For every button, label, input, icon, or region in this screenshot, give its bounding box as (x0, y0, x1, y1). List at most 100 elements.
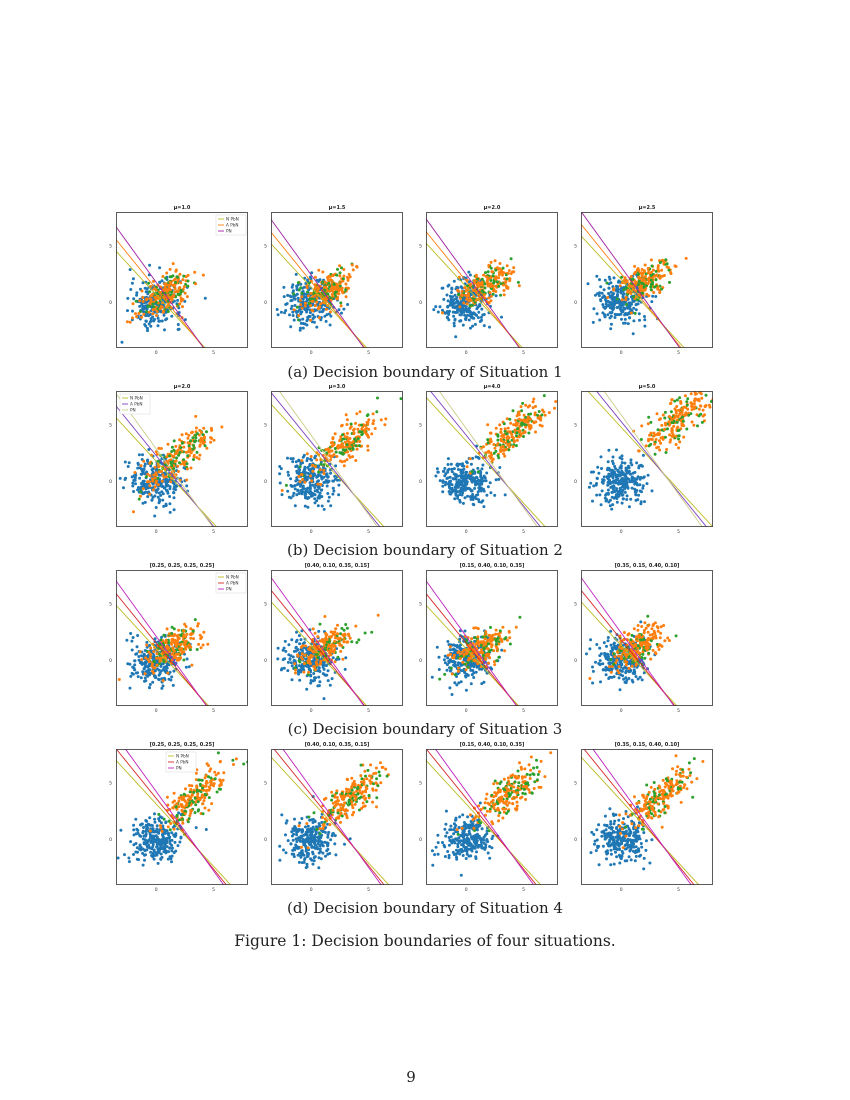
positive-point (141, 487, 145, 491)
negative-point (278, 465, 282, 468)
x-tick-label: 5 (522, 350, 525, 356)
negative-point (466, 475, 470, 479)
negative-point (458, 498, 462, 502)
positive-point (618, 284, 622, 288)
negative-point (295, 638, 299, 642)
positive-point (686, 397, 690, 401)
positive-point (664, 423, 668, 427)
negative-point (460, 474, 464, 478)
negative-point (287, 643, 291, 647)
positive-point (141, 300, 145, 303)
positive-point (692, 423, 696, 427)
positive-point (189, 466, 193, 470)
positive-point (467, 299, 471, 303)
positive-point (342, 464, 346, 468)
positive-point (540, 413, 544, 417)
negative-point (634, 490, 638, 494)
positive-point (152, 488, 155, 492)
positive-point (372, 419, 376, 423)
positive-point (486, 441, 490, 445)
positive-point (310, 479, 314, 483)
negative-point (609, 327, 613, 331)
plot-area (581, 212, 688, 348)
positive-point (165, 627, 169, 631)
positive-point (640, 268, 644, 271)
positive-point (157, 446, 161, 450)
positive-point (157, 459, 160, 463)
negative-point (309, 679, 313, 682)
negative-point (150, 498, 154, 502)
positive-point (333, 644, 337, 648)
positive-point (181, 441, 184, 445)
negative-point (620, 501, 624, 505)
negative-point (280, 667, 284, 671)
positive-point (665, 262, 669, 266)
negative-point (460, 472, 464, 476)
positive-point (341, 291, 345, 295)
positive-point (519, 405, 523, 409)
negative-point (625, 498, 629, 501)
positive-point (198, 633, 202, 637)
positive-point (169, 460, 173, 464)
negative-point (626, 485, 630, 489)
positive-point (496, 266, 499, 270)
negative-point (607, 468, 611, 471)
x-tick-label: 5 (677, 529, 680, 535)
positive-point (505, 432, 509, 436)
positive-point (313, 643, 316, 647)
negative-point (467, 318, 471, 322)
positive-point (145, 310, 148, 314)
positive-point (486, 270, 490, 274)
negative-point (317, 473, 321, 477)
negative-point (147, 448, 151, 451)
negative-point (140, 654, 143, 658)
positive-point (182, 445, 186, 449)
positive-point (300, 652, 304, 656)
positive-point (501, 266, 505, 270)
positive-point (490, 270, 494, 274)
positive-point (670, 398, 674, 401)
positive-point (317, 306, 321, 310)
positive-point (344, 282, 348, 286)
negative-point (459, 486, 463, 490)
positive-point (484, 271, 487, 275)
positive-point (502, 289, 506, 292)
positive-point (151, 669, 154, 673)
positive-point (675, 398, 679, 402)
positive-point (676, 429, 680, 433)
positive-point (149, 653, 153, 657)
scatter-panel-r3-c2: 0 505[0.40, 0.10, 0.35, 0.15] (264, 563, 403, 714)
negative-point (454, 297, 458, 301)
decision-boundary-line (426, 242, 524, 348)
negative-point (456, 496, 460, 500)
negative-point (631, 300, 635, 303)
positive-point (304, 644, 308, 648)
positive-point (364, 432, 368, 436)
positive-point (182, 285, 186, 289)
positive-point (155, 452, 159, 456)
positive-point (653, 442, 657, 446)
negative-point (601, 481, 605, 485)
positive-point (309, 455, 313, 458)
positive-point (170, 464, 174, 467)
positive-point (138, 650, 142, 654)
positive-point (375, 410, 379, 414)
positive-point (326, 292, 330, 296)
negative-point (326, 492, 330, 495)
positive-point (685, 427, 689, 431)
positive-point (184, 450, 188, 454)
positive-point (719, 392, 722, 395)
negative-point (295, 493, 299, 497)
negative-point (628, 316, 631, 320)
positive-point (170, 625, 174, 629)
positive-point (474, 275, 478, 279)
negative-point (634, 492, 638, 496)
positive-point (527, 423, 531, 427)
negative-point (292, 649, 296, 653)
negative-point (641, 453, 645, 457)
positive-point (316, 482, 320, 486)
positive-point (690, 420, 694, 424)
negative-point (637, 312, 641, 316)
positive-point (311, 654, 314, 658)
negative-point (610, 495, 614, 499)
